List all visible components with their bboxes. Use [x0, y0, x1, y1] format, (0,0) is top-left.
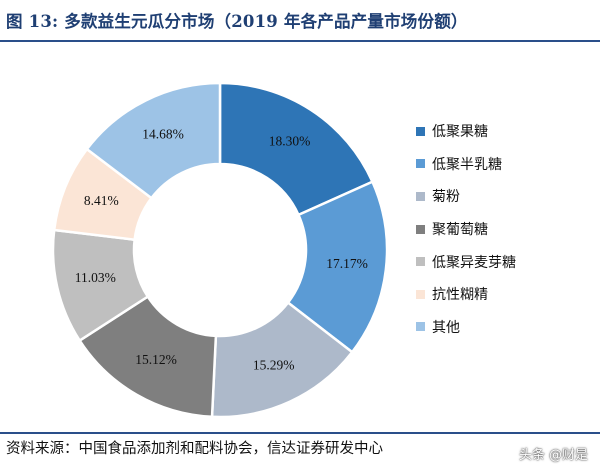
legend-swatch: [416, 289, 425, 299]
legend-item: 抗性糊精: [416, 278, 596, 311]
legend-swatch: [416, 191, 425, 201]
legend-label: 其他: [432, 319, 460, 336]
legend-label: 低聚果糖: [432, 124, 488, 141]
legend-swatch: [416, 159, 425, 169]
legend-item: 低聚半乳糖: [416, 148, 596, 181]
legend-label: 低聚半乳糖: [432, 156, 502, 173]
legend-item: 菊粉: [416, 180, 596, 213]
slice-value-label: 18.30%: [269, 134, 311, 149]
slice-value-label: 17.17%: [326, 256, 368, 271]
chart-title: 图 13: 多款益生元瓜分市场（2019 年各产品产量市场份额）: [6, 12, 468, 31]
source-note: 资料来源：中国食品添加剂和配料协会，信达证券研发中心: [6, 441, 383, 457]
legend-item: 低聚果糖: [416, 115, 596, 148]
legend-label: 低聚异麦芽糖: [432, 254, 516, 271]
donut-slice: [85, 81, 222, 200]
legend-label: 抗性糊精: [432, 287, 488, 304]
slice-value-label: 14.68%: [142, 126, 184, 141]
title-divider: [0, 40, 600, 42]
donut-slice: [218, 81, 375, 217]
slice-value-label: 11.03%: [75, 270, 116, 285]
legend-swatch: [416, 126, 425, 136]
slice-value-label: 15.29%: [253, 357, 295, 372]
donut-slices: [51, 81, 389, 419]
legend-label: 聚葡萄糖: [432, 222, 488, 239]
legend-item: 其他: [416, 311, 596, 344]
source-divider: [0, 432, 600, 434]
legend-item: 低聚异麦芽糖: [416, 245, 596, 278]
chart-legend: 低聚果糖低聚半乳糖菊粉聚葡萄糖低聚异麦芽糖 抗性糊精其他: [416, 115, 596, 343]
watermark: 头条 @财是: [518, 448, 588, 463]
slice-value-label: 8.41%: [84, 193, 119, 208]
slice-value-label: 15.12%: [135, 352, 177, 367]
legend-swatch: [416, 224, 425, 234]
legend-item: 聚葡萄糖: [416, 213, 596, 246]
legend-swatch: [416, 322, 425, 332]
donut-slice-labels: 18.30% 17.17% 15.29% 15.12% 11.03% 8.41% 14.68…: [75, 126, 368, 372]
legend-label: 菊粉: [432, 189, 460, 206]
legend-swatch: [416, 257, 425, 267]
